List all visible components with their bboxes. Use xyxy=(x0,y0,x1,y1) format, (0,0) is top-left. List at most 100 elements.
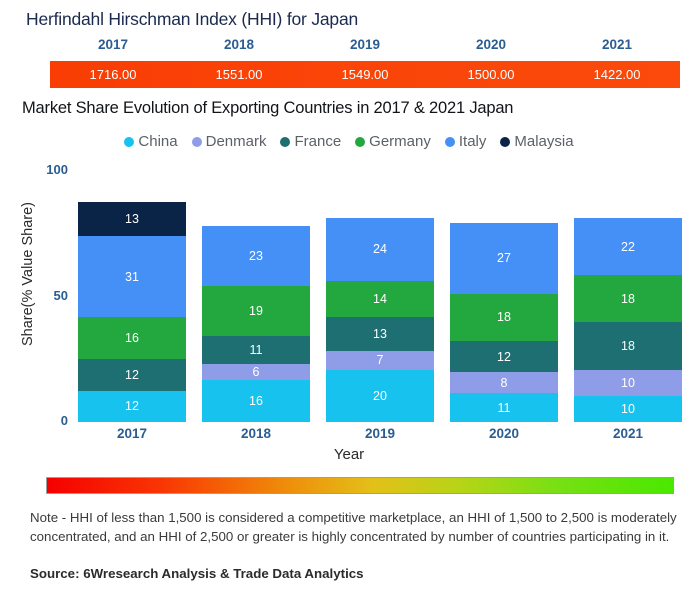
legend-label: France xyxy=(294,133,342,150)
legend-swatch-icon xyxy=(355,136,366,147)
legend-item-italy[interactable]: Italy xyxy=(444,133,487,150)
y-axis-tick-100: 100 xyxy=(46,162,68,177)
bar-segment-italy-2019[interactable]: 24 xyxy=(326,217,434,281)
legend-label: Malaysia xyxy=(514,133,574,150)
legend-item-china[interactable]: China xyxy=(124,133,178,150)
bar-segment-value: 18 xyxy=(621,291,635,306)
bar-column-2020[interactable]: 27 18 12 8 11 xyxy=(450,222,558,422)
bar-segment-value: 10 xyxy=(621,375,635,390)
bar-segment-malaysia-2017[interactable]: 13 xyxy=(78,201,186,236)
legend-label: Italy xyxy=(458,133,487,150)
bar-segment-denmark-2018[interactable]: 6 xyxy=(202,364,310,381)
bar-segment-italy-2021[interactable]: 22 xyxy=(574,217,682,276)
bar-segment-value: 18 xyxy=(497,310,511,325)
x-axis-label: Year xyxy=(333,446,365,463)
bar-segment-value: 12 xyxy=(125,399,139,414)
bar-segment-value: 8 xyxy=(500,375,508,390)
bar-segment-france-2017[interactable]: 12 xyxy=(78,359,186,391)
y-axis-tick-0: 0 xyxy=(60,413,68,428)
bar-segment-value: 11 xyxy=(497,400,511,415)
hhi-value-2020: 1500.00 xyxy=(467,67,515,82)
bar-segment-value: 11 xyxy=(249,342,263,357)
hhi-value-2021: 1422.00 xyxy=(593,67,641,82)
x-axis-tick-2018: 2018 xyxy=(240,426,272,441)
bar-segment-germany-2021[interactable]: 18 xyxy=(574,275,682,323)
hhi-value-bar: 1716.00 1551.00 1549.00 1500.00 1422.00 xyxy=(50,61,680,88)
hhi-year-2018: 2018 xyxy=(223,37,255,52)
bar-segment-value: 7 xyxy=(376,353,384,368)
bar-segment-value: 20 xyxy=(373,388,387,403)
bar-segment-value: 13 xyxy=(125,211,139,226)
hhi-gradient-scale xyxy=(46,477,674,494)
bar-segment-value: 12 xyxy=(125,367,139,382)
hhi-value-2019: 1549.00 xyxy=(341,67,389,82)
hhi-year-2021: 2021 xyxy=(601,37,633,52)
note-text: Note - HHI of less than 1,500 is conside… xyxy=(30,510,677,544)
chart-plot-area: Share(% Value Share) 100 50 0 13 31 16 12 12… xyxy=(0,160,698,463)
bar-segment-china-2020[interactable]: 11 xyxy=(450,393,558,422)
stacked-bars-container: 13 31 16 12 12 23 19 11 6 16 24 14 13 7 20 27 18 12 8 11 22 1… xyxy=(78,160,690,422)
source-text: Source: 6Wresearch Analysis & Trade Data… xyxy=(30,566,364,581)
hhi-year-2019: 2019 xyxy=(349,37,381,52)
bar-segment-france-2020[interactable]: 12 xyxy=(450,340,558,373)
legend-swatch-icon xyxy=(444,136,455,147)
hhi-year-header: 2017 2018 2019 2020 2021 xyxy=(50,37,680,57)
bar-segment-germany-2020[interactable]: 18 xyxy=(450,293,558,341)
chart-title: Market Share Evolution of Exporting Coun… xyxy=(22,99,514,117)
legend-item-germany[interactable]: Germany xyxy=(355,133,431,150)
x-axis-tick-2020: 2020 xyxy=(488,426,520,441)
bar-segment-denmark-2020[interactable]: 8 xyxy=(450,372,558,394)
y-axis-label: Share(% Value Share) xyxy=(20,202,36,347)
bar-segment-value: 10 xyxy=(621,401,635,416)
legend-item-denmark[interactable]: Denmark xyxy=(191,133,267,150)
bar-segment-china-2017[interactable]: 12 xyxy=(78,390,186,422)
bar-segment-value: 13 xyxy=(373,327,387,342)
bar-segment-value: 6 xyxy=(252,365,260,380)
bar-segment-value: 12 xyxy=(497,349,511,364)
legend-label: Denmark xyxy=(205,133,267,150)
bar-segment-value: 24 xyxy=(373,242,387,257)
y-axis-tick-50: 50 xyxy=(53,288,68,303)
bar-segment-china-2018[interactable]: 16 xyxy=(202,380,310,422)
bar-segment-france-2018[interactable]: 11 xyxy=(202,335,310,365)
bar-segment-france-2019[interactable]: 13 xyxy=(326,317,434,352)
bar-column-2019[interactable]: 24 14 13 7 20 xyxy=(326,217,434,422)
legend-swatch-icon xyxy=(500,136,511,147)
legend-label: Germany xyxy=(369,133,431,150)
x-axis-tick-2019: 2019 xyxy=(364,426,396,441)
bar-segment-germany-2017[interactable]: 16 xyxy=(78,317,186,360)
legend-label: China xyxy=(138,133,178,150)
legend-swatch-icon xyxy=(124,136,135,147)
hhi-value-2017: 1716.00 xyxy=(89,67,137,82)
legend-swatch-icon xyxy=(191,136,202,147)
bar-segment-denmark-2019[interactable]: 7 xyxy=(326,351,434,370)
bar-column-2021[interactable]: 22 18 18 10 10 xyxy=(574,217,682,422)
hhi-year-2017: 2017 xyxy=(97,37,129,52)
hhi-year-2020: 2020 xyxy=(475,37,507,52)
bar-segment-value: 16 xyxy=(249,394,263,409)
legend-item-france[interactable]: France xyxy=(280,133,341,150)
bar-segment-value: 22 xyxy=(621,239,635,254)
bar-segment-value: 23 xyxy=(249,248,263,263)
bar-segment-denmark-2021[interactable]: 10 xyxy=(574,369,682,396)
bar-segment-germany-2019[interactable]: 14 xyxy=(326,280,434,318)
hhi-value-2018: 1551.00 xyxy=(215,67,263,82)
bar-segment-value: 19 xyxy=(249,303,263,318)
bar-segment-france-2021[interactable]: 18 xyxy=(574,322,682,370)
bar-segment-italy-2020[interactable]: 27 xyxy=(450,222,558,294)
x-axis-tick-2017: 2017 xyxy=(116,426,148,441)
legend-swatch-icon xyxy=(280,136,291,147)
bar-segment-value: 31 xyxy=(125,269,139,284)
bar-column-2018[interactable]: 23 19 11 6 16 xyxy=(202,225,310,422)
bar-segment-china-2019[interactable]: 20 xyxy=(326,369,434,422)
x-axis-tick-2021: 2021 xyxy=(612,426,644,441)
bar-segment-italy-2017[interactable]: 31 xyxy=(78,236,186,318)
bar-segment-italy-2018[interactable]: 23 xyxy=(202,225,310,286)
hhi-title: Herfindahl Hirschman Index (HHI) for Jap… xyxy=(26,9,359,29)
legend-item-malaysia[interactable]: Malaysia xyxy=(500,133,574,150)
chart-legend: China Denmark France Germany Italy Malaysia xyxy=(0,133,698,150)
bar-segment-value: 18 xyxy=(621,339,635,354)
bar-column-2017[interactable]: 13 31 16 12 12 xyxy=(78,201,186,422)
bar-segment-china-2021[interactable]: 10 xyxy=(574,395,682,422)
bar-segment-germany-2018[interactable]: 19 xyxy=(202,285,310,336)
